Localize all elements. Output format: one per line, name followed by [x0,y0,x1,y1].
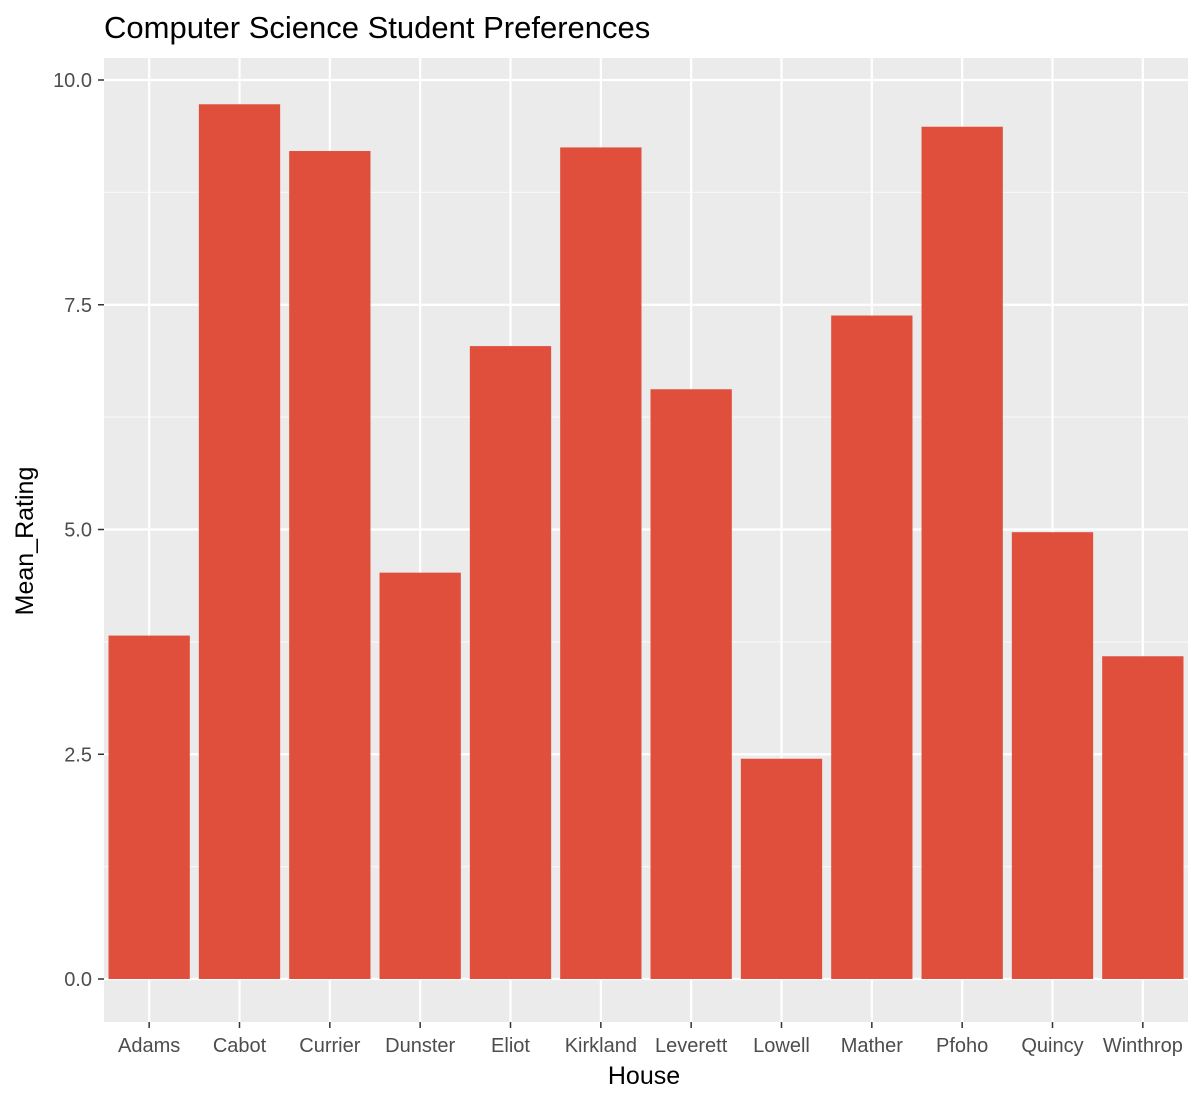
y-tick-label: 10.0 [53,70,92,92]
bar-kirkland [560,147,642,980]
bar-pfoho [921,126,1003,980]
chart-title: Computer Science Student Preferences [104,10,650,45]
x-tick-label: Currier [299,1035,360,1057]
x-axis-title: House [608,1062,680,1090]
x-tick-label: Mather [841,1035,904,1057]
x-tick-label: Lowell [753,1035,810,1057]
bar-lowell [740,758,823,979]
y-axis: 0.0 2.5 5.0 7.5 10.0 [53,70,104,991]
y-tick-label: 0.0 [64,969,92,991]
x-tick-label: Dunster [385,1035,455,1057]
y-tick-label: 5.0 [64,520,92,542]
bar-currier [289,151,371,979]
bar-mather [831,315,913,980]
y-axis-title: Mean_Rating [11,467,39,616]
bar-leverett [650,389,732,980]
bar-dunster [379,572,461,979]
x-tick-label: Winthrop [1103,1035,1183,1057]
x-tick-label: Pfoho [936,1035,988,1057]
y-tick-label: 2.5 [64,744,92,766]
x-tick-label: Quincy [1021,1035,1083,1057]
bar-quincy [1011,532,1094,979]
grid-minor [104,191,1188,868]
bar-winthrop [1102,656,1184,979]
bars [108,104,1184,980]
x-tick-label: Adams [118,1035,180,1057]
bar-adams [108,635,190,979]
y-tick-label: 7.5 [64,295,92,317]
x-tick-label: Cabot [213,1035,267,1057]
x-tick-label: Leverett [655,1035,728,1057]
bar-cabot [198,104,281,979]
plot-panel [104,58,1188,1022]
bar-eliot [469,346,552,979]
x-axis: Adams Cabot Currier Dunster Eliot Kirkland Lev… [118,1022,1183,1057]
x-tick-label: Kirkland [565,1035,637,1057]
x-tick-label: Eliot [491,1035,530,1057]
